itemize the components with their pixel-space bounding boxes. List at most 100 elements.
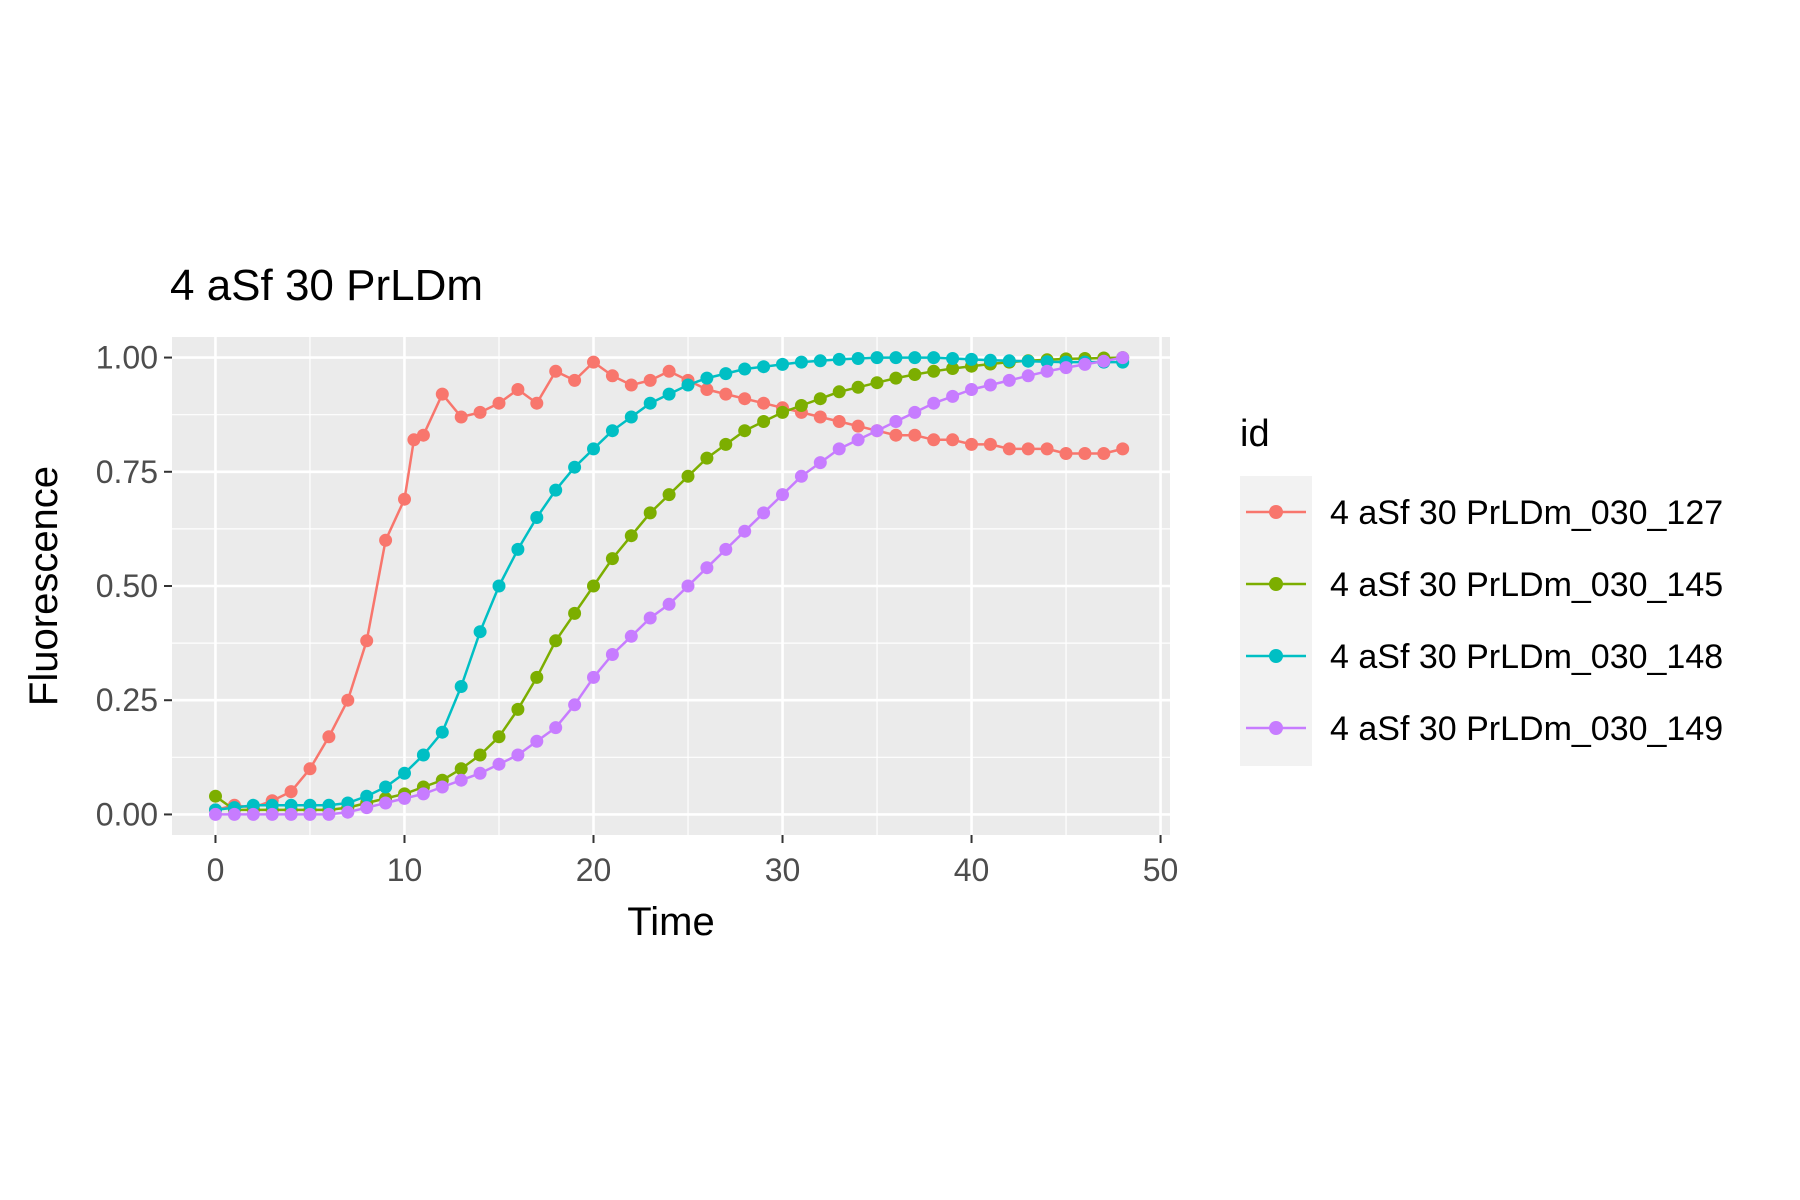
data-point xyxy=(435,725,449,739)
data-point xyxy=(416,428,430,442)
data-point xyxy=(530,511,544,524)
data-point xyxy=(700,371,714,385)
data-point xyxy=(813,456,827,470)
data-point xyxy=(227,807,241,821)
data-point xyxy=(568,698,582,712)
data-point xyxy=(1097,447,1111,460)
y-axis: 0.00 0.25 0.50 0.75 1.00 xyxy=(96,340,172,832)
data-point xyxy=(946,362,960,375)
data-point xyxy=(624,378,638,392)
data-point xyxy=(473,748,487,762)
data-point xyxy=(889,428,903,442)
data-point xyxy=(568,460,582,474)
data-point xyxy=(1002,373,1016,387)
data-point xyxy=(643,506,657,520)
data-point xyxy=(1002,354,1016,368)
data-point xyxy=(851,352,865,365)
data-point xyxy=(624,529,638,543)
data-point xyxy=(776,357,789,371)
data-point xyxy=(303,807,317,821)
data-point xyxy=(908,405,922,419)
data-point xyxy=(757,360,771,374)
data-point xyxy=(398,766,411,780)
data-point xyxy=(416,787,430,801)
data-point xyxy=(1021,354,1035,368)
data-point xyxy=(832,385,846,399)
series-layer xyxy=(209,351,1130,821)
data-point xyxy=(568,373,582,387)
data-point xyxy=(605,424,619,438)
data-point xyxy=(284,798,298,812)
data-point xyxy=(1116,351,1130,365)
data-point xyxy=(870,424,884,438)
data-point xyxy=(549,634,563,648)
data-point xyxy=(322,798,336,812)
data-point xyxy=(776,488,789,502)
data-point xyxy=(209,789,222,803)
y-tick-label: 0.00 xyxy=(96,796,158,832)
data-point xyxy=(700,383,714,396)
data-point xyxy=(454,680,468,693)
data-point xyxy=(983,437,997,451)
data-point xyxy=(662,488,676,502)
data-point xyxy=(322,807,336,821)
data-point xyxy=(473,766,487,780)
data-point xyxy=(549,483,563,497)
data-point xyxy=(757,415,771,428)
data-point xyxy=(265,798,279,812)
data-point xyxy=(473,625,487,639)
y-tick-label: 1.00 xyxy=(96,340,158,376)
data-point xyxy=(605,369,619,383)
data-point xyxy=(681,579,695,593)
data-point xyxy=(757,396,771,410)
data-point xyxy=(738,392,752,406)
series-3 xyxy=(209,351,1130,817)
data-point xyxy=(738,362,752,376)
data-point xyxy=(530,396,544,410)
data-point xyxy=(587,355,600,369)
data-point xyxy=(1059,361,1073,375)
x-tick-label: 20 xyxy=(576,852,612,888)
data-point xyxy=(946,433,960,447)
data-point xyxy=(246,798,260,812)
data-point xyxy=(1002,442,1016,456)
data-point xyxy=(851,419,865,433)
data-point xyxy=(303,798,317,812)
data-point xyxy=(379,533,393,547)
data-point xyxy=(719,437,733,451)
data-point xyxy=(624,629,638,643)
data-point xyxy=(851,433,865,447)
data-point xyxy=(454,762,468,776)
legend-label: 4 aSf 30 PrLDm_030_149 xyxy=(1330,710,1723,748)
legend-label: 4 aSf 30 PrLDm_030_127 xyxy=(1330,494,1723,532)
data-point xyxy=(398,492,411,506)
y-tick-label: 0.25 xyxy=(96,682,158,718)
data-point xyxy=(1021,442,1035,456)
data-point xyxy=(265,807,279,821)
data-point xyxy=(303,762,317,776)
data-point xyxy=(1021,369,1035,383)
data-point xyxy=(983,378,997,392)
data-point xyxy=(927,364,941,378)
series-4 xyxy=(209,351,1130,821)
data-point xyxy=(643,611,657,625)
series-1 xyxy=(209,355,1130,817)
x-tick-label: 10 xyxy=(387,852,423,888)
legend-label: 4 aSf 30 PrLDm_030_148 xyxy=(1330,638,1723,676)
data-point xyxy=(927,433,941,447)
data-point xyxy=(776,405,789,419)
data-point xyxy=(492,757,506,771)
data-point xyxy=(719,367,733,381)
data-point xyxy=(681,378,695,392)
data-point xyxy=(454,773,468,787)
data-point xyxy=(908,428,922,442)
data-point xyxy=(643,396,657,410)
data-point xyxy=(435,780,449,794)
legend-key-point xyxy=(1269,577,1283,591)
data-point xyxy=(908,351,922,365)
data-point xyxy=(927,396,941,410)
data-point xyxy=(587,670,600,684)
data-point xyxy=(794,399,808,412)
data-point xyxy=(681,469,695,483)
